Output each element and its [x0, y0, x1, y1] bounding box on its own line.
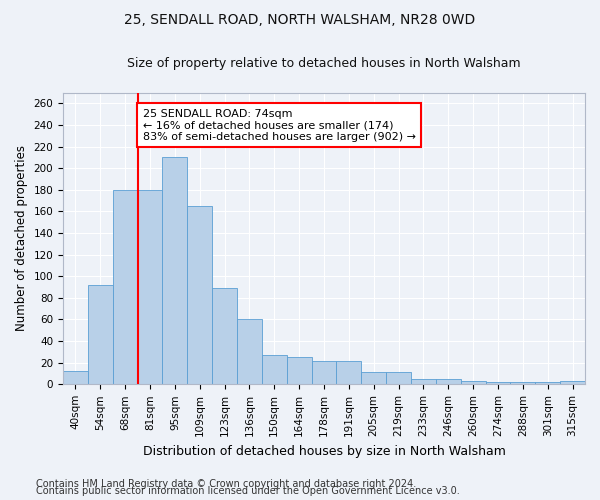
Bar [411, 379, 436, 384]
Bar [311, 360, 337, 384]
Bar [485, 382, 511, 384]
X-axis label: Distribution of detached houses by size in North Walsham: Distribution of detached houses by size … [143, 444, 505, 458]
Bar [535, 382, 560, 384]
Bar [461, 381, 485, 384]
Bar [237, 320, 262, 384]
Bar [163, 158, 187, 384]
Bar [187, 206, 212, 384]
Bar [137, 190, 163, 384]
Text: 25, SENDALL ROAD, NORTH WALSHAM, NR28 0WD: 25, SENDALL ROAD, NORTH WALSHAM, NR28 0W… [124, 12, 476, 26]
Bar [63, 372, 88, 384]
Text: 25 SENDALL ROAD: 74sqm
← 16% of detached houses are smaller (174)
83% of semi-de: 25 SENDALL ROAD: 74sqm ← 16% of detached… [143, 108, 416, 142]
Title: Size of property relative to detached houses in North Walsham: Size of property relative to detached ho… [127, 58, 521, 70]
Bar [262, 355, 287, 384]
Bar [560, 381, 585, 384]
Bar [511, 382, 535, 384]
Y-axis label: Number of detached properties: Number of detached properties [15, 146, 28, 332]
Bar [361, 372, 386, 384]
Text: Contains public sector information licensed under the Open Government Licence v3: Contains public sector information licen… [36, 486, 460, 496]
Bar [436, 379, 461, 384]
Bar [113, 190, 137, 384]
Bar [287, 358, 311, 384]
Bar [212, 288, 237, 384]
Bar [386, 372, 411, 384]
Bar [88, 285, 113, 384]
Bar [337, 360, 361, 384]
Text: Contains HM Land Registry data © Crown copyright and database right 2024.: Contains HM Land Registry data © Crown c… [36, 479, 416, 489]
